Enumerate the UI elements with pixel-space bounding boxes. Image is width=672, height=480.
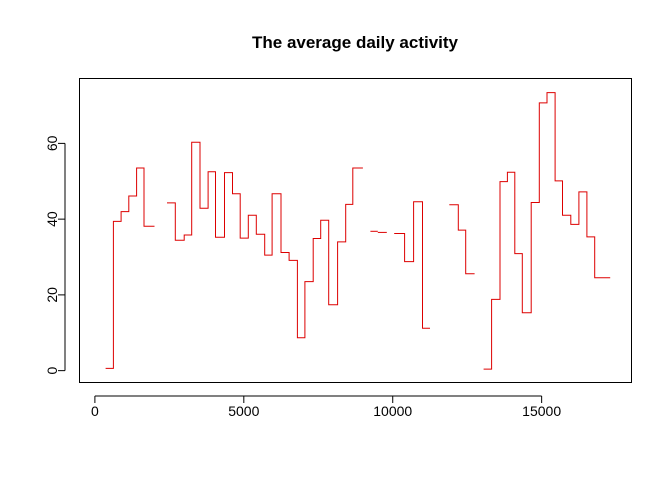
y-axis: 0 20 40 60 — [44, 135, 66, 375]
x-tick-label: 0 — [91, 403, 99, 419]
plot-frame — [79, 78, 632, 383]
chart-title: The average daily activity — [252, 33, 459, 52]
x-tick-label: 5000 — [228, 403, 259, 419]
series-step-line — [483, 92, 611, 370]
activity-series — [105, 92, 611, 370]
series-step-line — [105, 167, 155, 369]
y-tick-label: 0 — [44, 367, 60, 375]
y-tick-label: 20 — [44, 287, 60, 303]
series-step-line — [167, 141, 363, 339]
series-step-line — [449, 204, 475, 275]
x-tick-label: 10000 — [373, 403, 412, 419]
series-step-line — [394, 201, 430, 329]
y-tick-label: 60 — [44, 135, 60, 151]
x-tick-label: 15000 — [522, 403, 561, 419]
y-tick-label: 40 — [44, 211, 60, 227]
x-axis: 0 5000 10000 15000 — [91, 395, 561, 419]
